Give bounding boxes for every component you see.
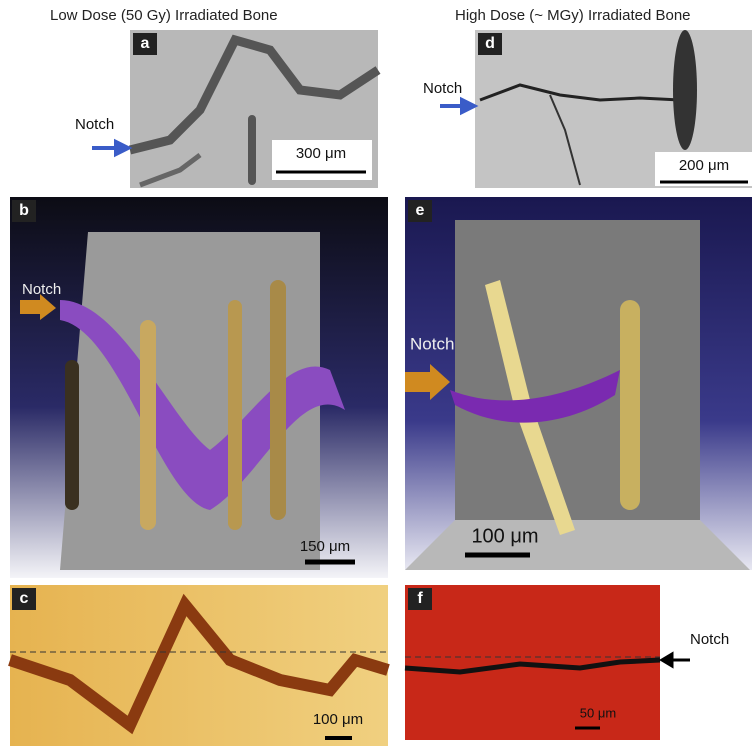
left-heading: Low Dose (50 Gy) Irradiated Bone bbox=[50, 7, 278, 24]
notch-label: Notch bbox=[410, 334, 454, 353]
scale-label: 100 μm bbox=[471, 525, 538, 547]
notch-label: Notch bbox=[690, 631, 729, 648]
panel-label: b bbox=[19, 202, 29, 219]
panel-f: f 50 μm Notch bbox=[405, 585, 729, 740]
panel-b: b 150 μm Notch bbox=[10, 197, 388, 578]
right-heading: High Dose (~ MGy) Irradiated Bone bbox=[455, 7, 691, 24]
scale-label: 300 μm bbox=[296, 145, 346, 162]
scale-label: 50 μm bbox=[580, 705, 616, 720]
scale-label: 100 μm bbox=[313, 711, 363, 728]
notch-label: Notch bbox=[75, 116, 114, 133]
scale-label: 150 μm bbox=[300, 538, 350, 555]
scale-label: 200 μm bbox=[679, 157, 729, 174]
panel-label: f bbox=[417, 590, 423, 607]
panel-label: a bbox=[141, 35, 150, 52]
panel-d: d 200 μm Notch bbox=[423, 30, 752, 188]
panel-c: c 100 μm bbox=[10, 585, 388, 746]
panel-e: e 100 μm Notch bbox=[405, 197, 752, 570]
panel-label: d bbox=[485, 35, 495, 52]
figure: Low Dose (50 Gy) Irradiated Bone High Do… bbox=[0, 0, 756, 746]
panel-a: a 300 μm Notch bbox=[75, 30, 378, 188]
notch-label: Notch bbox=[423, 80, 462, 97]
panel-label: e bbox=[416, 202, 425, 219]
panel-label: c bbox=[20, 590, 29, 607]
